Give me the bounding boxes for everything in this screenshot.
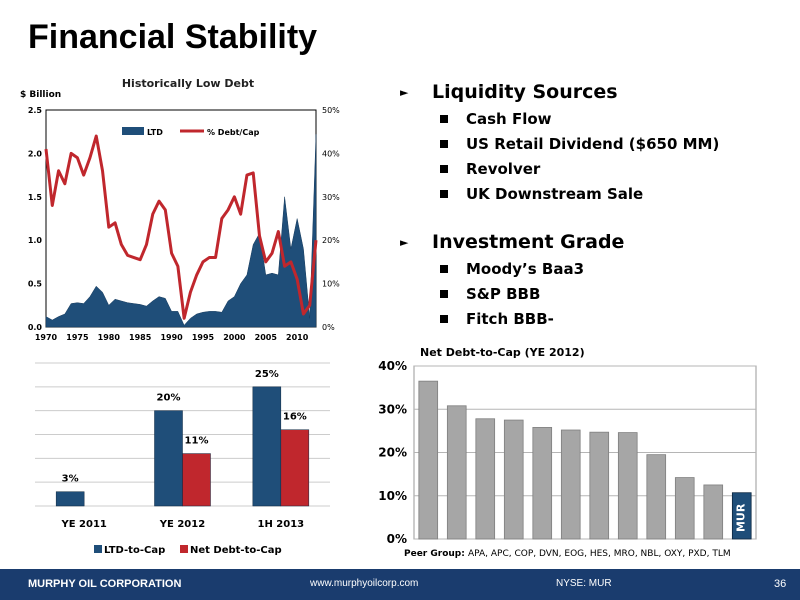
chart2-data-label: 20% xyxy=(157,393,181,404)
legend-debtcap-label: % Debt/Cap xyxy=(207,128,260,137)
chart1-xtick-label: 2010 xyxy=(286,333,309,342)
chart1-title: Historically Low Debt xyxy=(122,77,254,90)
bullet-item: Revolver xyxy=(440,156,780,181)
legend-ltdcap-swatch xyxy=(94,545,102,553)
chart1-xtick-label: 1970 xyxy=(35,333,58,342)
bullet-investment-grade: ► Investment Grade xyxy=(400,231,625,253)
footer-ticker: NYSE: MUR xyxy=(556,578,612,589)
chart1-ytick-label: 0.5 xyxy=(28,280,43,289)
bullet-item: US Retail Dividend ($650 MM) xyxy=(440,131,780,156)
square-bullet-icon xyxy=(440,114,448,123)
chart1-xtick-label: 1990 xyxy=(160,333,183,342)
footer-bar: MURPHY OIL CORPORATION www.murphyoilcorp… xyxy=(0,569,800,600)
bullet-item: S&P BBB xyxy=(440,281,780,306)
chart2-bar xyxy=(182,453,211,507)
square-bullet-icon xyxy=(440,264,448,273)
arrow-icon: ► xyxy=(400,85,409,99)
chart3-bar xyxy=(674,477,695,540)
chart2-bar xyxy=(252,386,282,507)
chart3-bar xyxy=(617,432,638,540)
chart1-ytick-label: 2.0 xyxy=(28,149,43,158)
arrow-icon: ► xyxy=(400,235,409,249)
square-bullet-icon xyxy=(440,189,448,198)
chart3-ytick-label: 0% xyxy=(387,532,407,546)
chart3-bar xyxy=(532,427,553,540)
bullet-item: Moody’s Baa3 xyxy=(440,256,780,281)
chart3-bar-mur xyxy=(731,492,752,540)
page-number: 36 xyxy=(774,578,787,590)
chart1-y2tick-label: 50% xyxy=(322,106,340,115)
chart2-category-label: 1H 2013 xyxy=(258,519,305,530)
chart1-y2tick-label: 10% xyxy=(322,280,340,289)
legend-netdebt-label: Net Debt-to-Cap xyxy=(190,545,282,556)
bullet-list: ► Liquidity Sources Cash Flow US Retail D… xyxy=(400,78,780,331)
legend-ltd-label: LTD xyxy=(147,128,163,137)
bullet-item: UK Downstream Sale xyxy=(440,181,780,206)
chart1-ytick-label: 1.0 xyxy=(28,236,43,245)
chart3-bar xyxy=(418,380,439,540)
chart2-bar xyxy=(55,491,85,507)
chart3-bar xyxy=(560,429,581,540)
legend-ltd-swatch xyxy=(122,127,144,135)
chart3-bar xyxy=(503,419,524,540)
bullet-liquidity-sources: ► Liquidity Sources xyxy=(400,81,618,103)
chart3-mur-label: MUR xyxy=(735,503,748,532)
historical-debt-chart: Historically Low Debt $ Billion 0.0 0.5 1.… xyxy=(20,77,340,342)
chart1-xtick-label: 2005 xyxy=(255,333,278,342)
chart1-xtick-label: 1975 xyxy=(66,333,89,342)
chart1-y2tick-label: 40% xyxy=(322,149,340,158)
debt-to-cap-chart: YE 2011 3% YE 2012 20% 11% 1H 2013 25% 16% LTD-… xyxy=(35,362,330,556)
chart2-data-label: 3% xyxy=(62,474,79,485)
chart3-bar xyxy=(646,454,667,540)
bullet-item: Cash Flow xyxy=(440,106,780,131)
square-bullet-icon xyxy=(440,164,448,173)
chart3-bar xyxy=(475,418,496,540)
chart1-y2tick-label: 20% xyxy=(322,236,340,245)
chart3-ytick-label: 20% xyxy=(378,446,407,460)
chart3-ytick-label: 30% xyxy=(378,402,407,416)
peer-net-debt-chart: Net Debt-to-Cap (YE 2012) 0% 10% 20% 30% 40%… xyxy=(378,346,757,559)
footer-website[interactable]: www.murphyoilcorp.com xyxy=(310,578,419,589)
square-bullet-icon xyxy=(440,139,448,148)
chart2-bar xyxy=(154,410,183,507)
chart2-category-label: YE 2011 xyxy=(60,519,106,530)
legend-netdebt-swatch xyxy=(180,545,188,553)
chart1-ylabel: $ Billion xyxy=(20,90,61,100)
peer-group-label: Peer Group: xyxy=(404,549,465,559)
chart1-y2tick-label: 0% xyxy=(322,323,335,332)
chart1-ytick-label: 0.0 xyxy=(28,323,43,332)
square-bullet-icon xyxy=(440,289,448,298)
chart1-xtick-label: 1995 xyxy=(192,333,215,342)
chart2-category-label: YE 2012 xyxy=(159,519,205,530)
chart3-bar xyxy=(446,405,467,540)
chart1-xtick-label: 2000 xyxy=(223,333,246,342)
chart3-bar xyxy=(703,484,724,540)
chart2-bar xyxy=(280,429,310,507)
square-bullet-icon xyxy=(440,314,448,323)
chart1-xtick-label: 1980 xyxy=(98,333,121,342)
chart2-data-label: 25% xyxy=(255,369,279,380)
chart3-ytick-label: 40% xyxy=(378,359,407,373)
bullet-item: Fitch BBB- xyxy=(440,306,780,331)
chart3-ytick-label: 10% xyxy=(378,489,407,503)
legend-ltdcap-label: LTD-to-Cap xyxy=(104,545,165,556)
chart1-y2tick-label: 30% xyxy=(322,193,340,202)
footer-company: MURPHY OIL CORPORATION xyxy=(28,578,182,590)
chart1-xtick-label: 1985 xyxy=(129,333,152,342)
chart1-ytick-label: 2.5 xyxy=(28,106,43,115)
peer-group-list: APA, APC, COP, DVN, EOG, HES, MRO, NBL, … xyxy=(468,549,731,559)
chart3-bar xyxy=(589,431,610,540)
chart3-title: Net Debt-to-Cap (YE 2012) xyxy=(420,346,585,359)
debt-cap-line xyxy=(44,134,318,320)
chart2-data-label: 11% xyxy=(185,436,209,447)
chart2-data-label: 16% xyxy=(283,412,307,423)
chart1-ytick-label: 1.5 xyxy=(28,193,43,202)
slide-title: Financial Stability xyxy=(28,18,318,56)
